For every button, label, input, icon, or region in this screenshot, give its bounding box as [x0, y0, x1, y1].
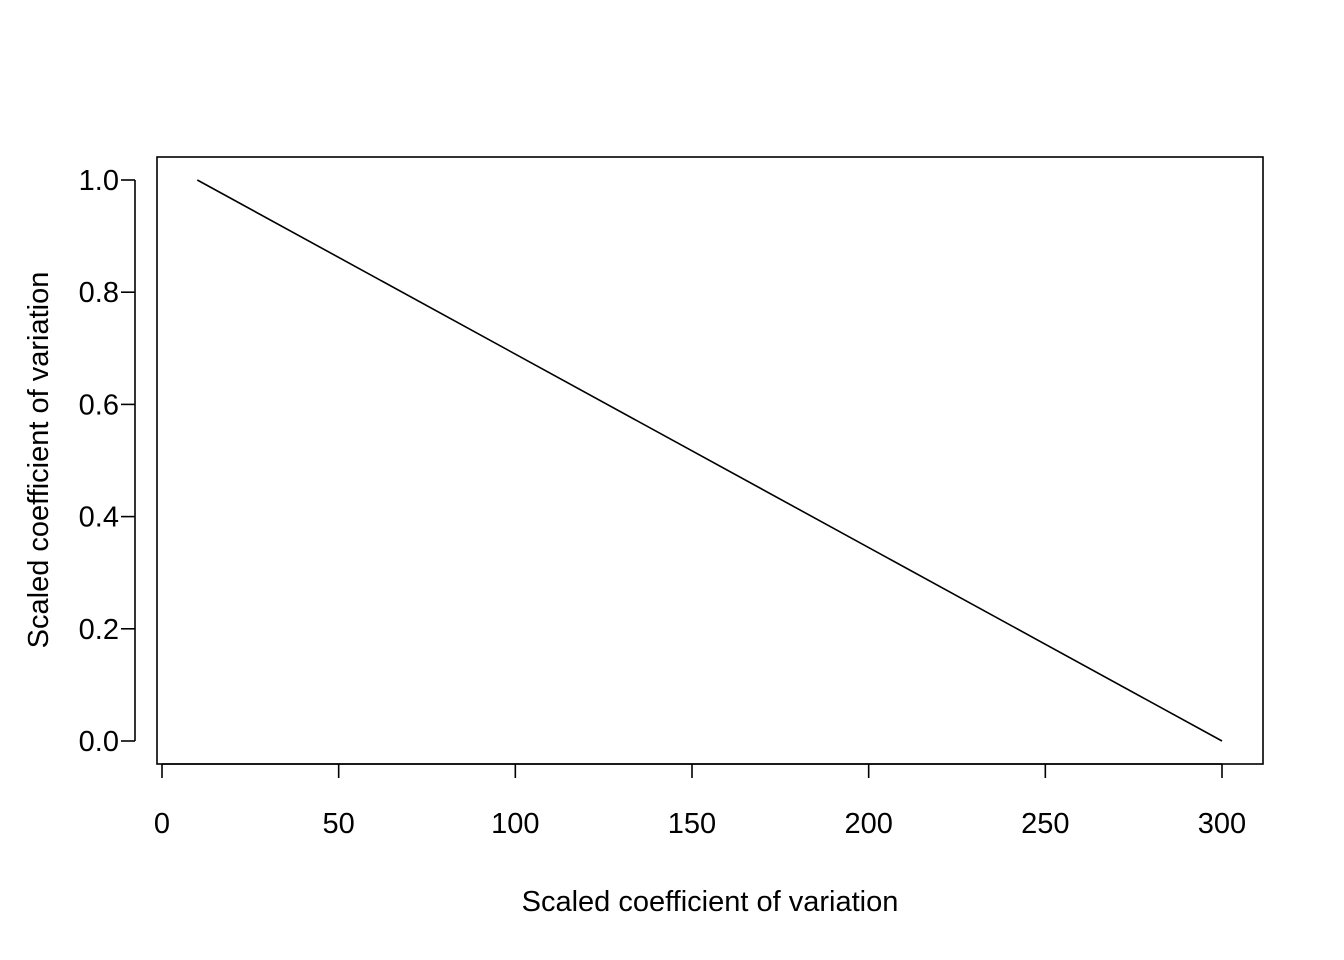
x-tick-label: 200: [844, 808, 892, 840]
y-axis: 0.0 0.2 0.4 0.6 0.8 1.0: [79, 165, 136, 758]
x-tick-label: 300: [1198, 808, 1246, 840]
series-layer: [196, 179, 1223, 742]
y-tick-label: 0.2: [79, 614, 119, 646]
y-tick-label: 0.0: [79, 726, 119, 758]
series-line: [196, 179, 1223, 742]
y-axis-title: Scaled coefficient of variation: [23, 272, 55, 649]
x-tick-label: 100: [491, 808, 539, 840]
x-tick-label: 250: [1021, 808, 1069, 840]
x-axis: 0 50 100 150 200 250 300: [154, 763, 1246, 840]
x-tick-label: 50: [323, 808, 355, 840]
x-tick-label: 0: [154, 808, 170, 840]
y-tick-label: 0.6: [79, 389, 119, 421]
y-tick-label: 0.8: [79, 277, 119, 309]
y-tick-label: 0.4: [79, 502, 119, 534]
x-tick-label: 150: [668, 808, 716, 840]
y-tick-label: 1.0: [79, 165, 119, 197]
x-axis-title: Scaled coefficient of variation: [522, 886, 899, 918]
